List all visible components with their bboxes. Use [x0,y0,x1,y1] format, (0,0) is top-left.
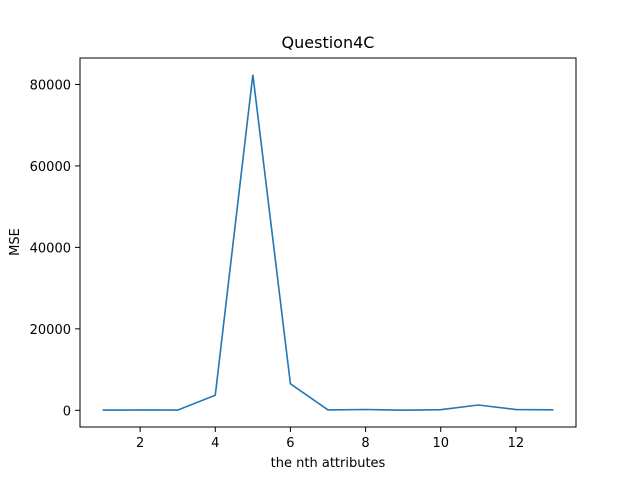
x-axis-label: the nth attributes [271,456,386,471]
series-line [102,74,554,411]
y-tick-label-60000: 60000 [30,160,71,175]
y-tick-label-40000: 40000 [30,241,71,256]
y-tick-label-20000: 20000 [30,323,71,338]
x-tick-label-2: 2 [136,436,144,451]
plot-area [79,57,577,428]
x-tick-label-4: 4 [211,436,219,451]
x-tick-label-10: 10 [432,436,449,451]
y-tick-label-80000: 80000 [30,78,71,93]
y-tick-label-0: 0 [63,404,71,419]
x-axis: 2 4 6 8 10 12 [136,427,524,451]
y-axis: 0 20000 40000 60000 80000 [30,78,80,419]
x-tick-label-8: 8 [361,436,369,451]
y-axis-label: MSE [8,228,23,256]
x-tick-label-6: 6 [286,436,294,451]
chart-title: Question4C [282,33,375,52]
x-tick-label-12: 12 [508,436,525,451]
axes-frame [79,57,577,428]
